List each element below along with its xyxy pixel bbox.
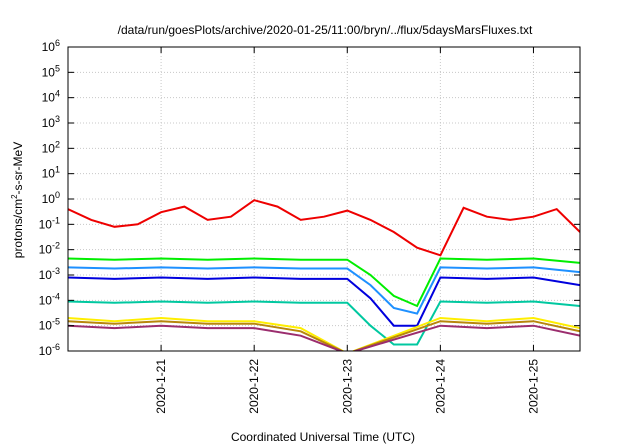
y-tick-label: 103 xyxy=(42,114,60,130)
x-tick-label: 2020-1-25 xyxy=(526,359,540,414)
y-tick-exp: 0 xyxy=(55,190,60,200)
y-tick-base: 10 xyxy=(42,40,56,54)
y-tick-label: 106 xyxy=(42,38,60,54)
x-tick-label: 2020-1-22 xyxy=(247,359,261,414)
series-line-7 xyxy=(68,320,580,351)
y-tick-base: 10 xyxy=(39,217,53,231)
y-tick-base: 10 xyxy=(42,116,56,130)
y-tick-base: 10 xyxy=(42,192,56,206)
y-tick-label: 102 xyxy=(42,139,60,155)
x-axis-label: Coordinated Universal Time (UTC) xyxy=(231,430,415,444)
y-tick-exp: -4 xyxy=(52,291,60,301)
y-tick-label: 105 xyxy=(42,63,60,79)
y-tick-exp: -1 xyxy=(52,215,60,225)
y-tick-exp: -2 xyxy=(52,241,60,251)
series-line-3 xyxy=(68,266,580,315)
y-tick-exp: -3 xyxy=(52,266,60,276)
y-tick-label: 10-3 xyxy=(39,266,60,282)
grid xyxy=(68,47,580,351)
series-line-8 xyxy=(68,324,580,351)
y-axis-label-main: protons/cm xyxy=(11,199,25,258)
y-tick-base: 10 xyxy=(42,141,56,155)
y-axis-label: protons/cm2-s-sr-MeV xyxy=(10,142,25,258)
y-tick-exp: 4 xyxy=(55,89,60,99)
x-axis-ticks: 2020-1-21 2020-1-22 2020-1-23 2020-1-24 2020… xyxy=(154,47,540,414)
y-tick-base: 10 xyxy=(39,344,53,358)
y-tick-label: 10-5 xyxy=(39,317,60,333)
series-line-4 xyxy=(68,276,580,327)
x-tick-label: 2020-1-23 xyxy=(340,359,354,414)
x-tick-label: 2020-1-24 xyxy=(433,359,447,414)
series-line-1 xyxy=(68,199,580,257)
y-tick-exp: 5 xyxy=(55,63,60,73)
x-tick-label: 2020-1-21 xyxy=(154,359,168,414)
y-tick-label: 10-6 xyxy=(39,342,60,358)
series-line-6 xyxy=(68,316,580,351)
y-tick-base: 10 xyxy=(42,167,56,181)
y-tick-label: 100 xyxy=(42,190,60,206)
y-tick-exp: 1 xyxy=(55,165,60,175)
y-tick-label: 104 xyxy=(42,89,60,105)
y-tick-label: 101 xyxy=(42,165,60,181)
y-axis-ticks: 10-610-510-410-310-210-11001011021031041… xyxy=(39,38,580,358)
y-tick-exp: 2 xyxy=(55,139,60,149)
y-tick-base: 10 xyxy=(42,65,56,79)
y-tick-exp: -6 xyxy=(52,342,60,352)
y-tick-base: 10 xyxy=(39,243,53,257)
y-tick-exp: 6 xyxy=(55,38,60,48)
y-tick-base: 10 xyxy=(39,268,53,282)
y-axis-label-rest: -s-sr-MeV xyxy=(11,142,25,195)
y-tick-label: 10-4 xyxy=(39,291,60,307)
y-tick-base: 10 xyxy=(39,319,53,333)
series-line-5 xyxy=(68,300,580,346)
y-tick-exp: 3 xyxy=(55,114,60,124)
y-tick-label: 10-1 xyxy=(39,215,60,231)
y-tick-base: 10 xyxy=(42,91,56,105)
y-tick-base: 10 xyxy=(39,293,53,307)
y-tick-exp: -5 xyxy=(52,317,60,327)
chart-title: /data/run/goesPlots/archive/2020-01-25/1… xyxy=(118,23,533,37)
series-layer xyxy=(68,199,580,351)
y-tick-label: 10-2 xyxy=(39,241,60,257)
series-line-2 xyxy=(68,257,580,308)
y-axis-label-sup: 2 xyxy=(10,194,19,199)
